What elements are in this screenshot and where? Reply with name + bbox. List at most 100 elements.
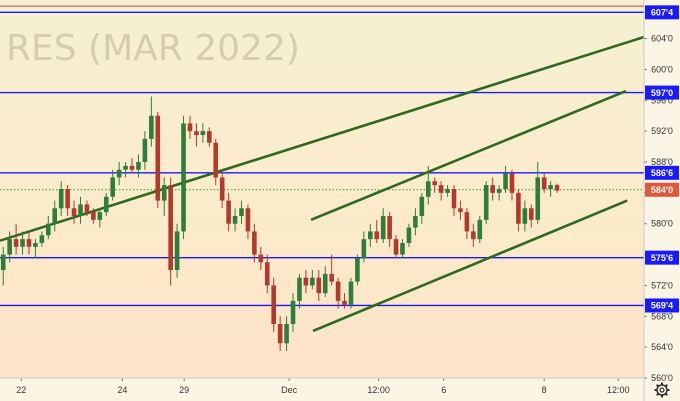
y-tick-label-2: 596'0 xyxy=(651,95,673,105)
candle-43 xyxy=(277,316,283,351)
candle-59 xyxy=(380,208,386,243)
candle-66 xyxy=(425,165,431,205)
candle-31 xyxy=(200,123,206,143)
candle-21 xyxy=(136,154,141,178)
current-price-label: 584'0 xyxy=(651,185,673,195)
candle-34 xyxy=(219,169,225,209)
y-tick-label-11: 560'0 xyxy=(651,373,673,383)
candle-56 xyxy=(361,231,367,263)
y-tick-label-3: 592'0 xyxy=(651,126,673,136)
candle-41 xyxy=(264,254,270,294)
level-tag-4 xyxy=(645,298,679,313)
candle-44 xyxy=(284,316,289,351)
x-tick-label-0: 22 xyxy=(16,385,26,395)
candle-24 xyxy=(155,111,161,209)
candle-51 xyxy=(329,254,334,286)
candle-83 xyxy=(535,162,541,224)
trend-line-2 xyxy=(312,199,628,333)
candle-5 xyxy=(33,239,38,259)
candle-84 xyxy=(541,173,547,193)
candle-50 xyxy=(322,266,328,297)
candle-33 xyxy=(213,138,219,186)
y-tick-label-6: 580'0 xyxy=(651,219,673,229)
gear-icon[interactable] xyxy=(654,382,670,398)
level-label-1: 597'0 xyxy=(651,88,673,98)
candle-30 xyxy=(194,123,199,147)
candle-80 xyxy=(516,189,521,232)
candle-26 xyxy=(168,177,173,286)
x-tick-label-6: 8 xyxy=(542,385,547,395)
candle-55 xyxy=(355,254,360,286)
candle-54 xyxy=(348,277,354,309)
candle-60 xyxy=(387,212,392,247)
trend-line-1 xyxy=(310,89,627,222)
candle-11 xyxy=(71,200,77,224)
level-tag-2 xyxy=(645,165,679,180)
candle-76 xyxy=(490,177,495,201)
candle-67 xyxy=(432,177,437,193)
x-tick-label-5: 6 xyxy=(441,385,446,395)
candle-52 xyxy=(335,277,341,309)
candle-17 xyxy=(110,169,115,201)
x-tick-label-2: 29 xyxy=(179,385,189,395)
level-tag-1 xyxy=(645,85,679,100)
x-tick-label-4: 12:00 xyxy=(367,385,390,395)
candle-23 xyxy=(149,96,154,147)
level-label-3: 575'6 xyxy=(651,253,673,263)
candle-40 xyxy=(258,246,264,270)
candle-28 xyxy=(181,115,186,240)
candle-8 xyxy=(52,200,58,232)
candle-47 xyxy=(303,270,309,294)
candle-78 xyxy=(503,165,508,193)
candle-4 xyxy=(26,231,32,255)
y-tick-label-1: 600'0 xyxy=(651,64,673,74)
candle-19 xyxy=(123,162,128,178)
candle-58 xyxy=(374,219,380,243)
candle-61 xyxy=(393,235,399,259)
price-axis-background xyxy=(644,0,680,401)
candle-70 xyxy=(451,185,457,216)
candle-7 xyxy=(46,216,51,240)
level-label-4: 569'4 xyxy=(651,301,673,311)
level-tag-3 xyxy=(645,250,679,265)
candle-25 xyxy=(161,177,167,216)
candle-57 xyxy=(368,223,373,247)
candle-65 xyxy=(419,192,425,224)
candle-68 xyxy=(438,181,444,201)
candle-62 xyxy=(400,239,405,259)
candle-73 xyxy=(471,223,476,247)
candle-29 xyxy=(187,115,193,139)
candle-0 xyxy=(0,246,6,286)
candle-20 xyxy=(129,158,135,174)
candle-79 xyxy=(509,169,515,201)
candle-32 xyxy=(207,127,212,147)
candle-71 xyxy=(458,200,463,220)
candle-22 xyxy=(142,131,148,170)
watermark: RES (MAR 2022) xyxy=(6,28,300,69)
x-tick-label-3: Dec xyxy=(281,385,298,395)
candle-82 xyxy=(529,204,534,228)
candle-1 xyxy=(7,231,12,263)
candle-85 xyxy=(548,181,553,197)
x-tick-label-1: 24 xyxy=(117,385,127,395)
candle-49 xyxy=(316,270,322,301)
candle-77 xyxy=(496,185,502,201)
candle-6 xyxy=(39,231,45,247)
y-tick-label-10: 564'0 xyxy=(651,342,673,352)
level-tag-0 xyxy=(645,5,679,20)
y-tick-label-4: 588'0 xyxy=(651,157,673,167)
candle-64 xyxy=(413,208,418,236)
candle-37 xyxy=(239,200,244,224)
candle-14 xyxy=(91,208,96,224)
candle-10 xyxy=(65,185,70,216)
candle-9 xyxy=(58,181,64,216)
candle-75 xyxy=(483,181,489,224)
y-tick-label-8: 572'0 xyxy=(651,280,673,290)
candle-38 xyxy=(245,204,251,240)
y-tick-label-9: 568'0 xyxy=(651,311,673,321)
candle-46 xyxy=(297,273,302,309)
candle-53 xyxy=(342,293,347,309)
candle-86 xyxy=(554,183,560,193)
current-price-tag xyxy=(645,182,679,197)
